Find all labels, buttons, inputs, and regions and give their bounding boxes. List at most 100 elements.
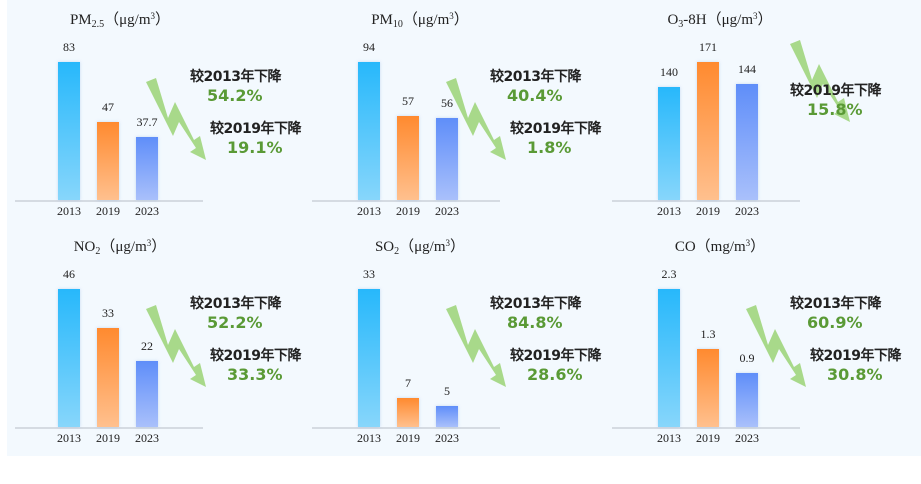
chart-title: CO（mg/m3）	[600, 235, 840, 256]
chart-panel-pm10: PM10（μg/m3） 94 2013 57 2019 56 2023 较2013年下降 40.…	[300, 0, 601, 225]
decline-arrow-icon	[746, 305, 806, 387]
chart-panel-o3: O3-8H（μg/m3） 140 2013 171 2019 144 2023 较2019年下…	[600, 0, 900, 225]
pollutant-name: SO	[374, 239, 395, 255]
bar-2013[interactable]	[658, 87, 680, 200]
comparison-label: 较2013年下降	[490, 296, 581, 312]
unit-suffix: ）	[450, 239, 466, 255]
bar-2019[interactable]	[97, 121, 119, 200]
unit-prefix: （mg/m	[695, 239, 746, 255]
pollutant-name: NO	[73, 239, 96, 255]
unit-prefix: （μg/m	[706, 12, 754, 28]
x-tick-label-2013: 2013	[357, 204, 381, 218]
x-tick-label-2023: 2023	[735, 431, 759, 445]
pollutant-suffix: -8H	[683, 12, 707, 28]
data-label-2013: 140	[660, 65, 678, 80]
unit-suffix: ）	[750, 239, 766, 255]
x-tick-label-2023: 2023	[135, 204, 159, 218]
comparison-label: 较2013年下降	[490, 69, 581, 85]
x-axis-baseline	[15, 427, 203, 429]
x-tick-label-2019: 2019	[696, 431, 720, 445]
decline-percent: 1.8%	[527, 138, 572, 157]
decline-percent: 15.8%	[807, 100, 863, 119]
pollutant-subscript: 2.5	[91, 19, 105, 30]
bar-2013[interactable]	[58, 62, 80, 200]
figure-background	[7, 0, 921, 456]
decline-arrow-shape	[790, 40, 850, 122]
data-label-2019: 57	[402, 94, 414, 109]
comparison-label: 较2019年下降	[810, 348, 901, 364]
bar-2013[interactable]	[58, 289, 80, 427]
data-label-2019: 7	[405, 375, 411, 390]
pollutant-name: PM	[69, 12, 92, 28]
x-tick-label-2013: 2013	[57, 204, 81, 218]
data-label-2019: 1.3	[700, 327, 716, 341]
bar-2019[interactable]	[697, 349, 719, 427]
bar-2019[interactable]	[397, 116, 419, 200]
unit-suffix: ）	[453, 12, 469, 28]
decline-percent: 28.6%	[527, 365, 583, 384]
comparison-label: 较2019年下降	[510, 121, 601, 137]
x-tick-label-2023: 2023	[435, 431, 459, 445]
data-label-2019: 171	[699, 40, 717, 54]
decline-arrow-shape	[446, 305, 506, 387]
bar-2013[interactable]	[358, 289, 380, 427]
decline-arrow-shape	[146, 305, 206, 387]
data-label-2013: 46	[63, 267, 75, 281]
chart-panel-co: CO（mg/m3） 2.3 2013 1.3 2019 0.9 2023 较2013年下降 60…	[600, 227, 901, 452]
unit-prefix: （μg/m	[104, 12, 151, 28]
pollutant-subscript: 2	[95, 246, 101, 257]
bar-2019[interactable]	[97, 328, 119, 427]
data-label-2023: 5	[444, 384, 450, 399]
decline-percent: 52.2%	[207, 313, 263, 332]
data-label-2019: 33	[102, 306, 114, 320]
decline-arrow-shape	[446, 78, 506, 160]
pollutant-subscript: 3	[678, 19, 684, 30]
bar-2019[interactable]	[697, 62, 719, 200]
decline-arrow-icon	[790, 40, 850, 122]
bar-2013[interactable]	[658, 289, 680, 427]
x-tick-label-2019: 2019	[396, 204, 420, 218]
pollutant-subscript: 10	[392, 19, 403, 30]
decline-percent: 54.2%	[207, 86, 263, 105]
x-tick-label-2023: 2023	[735, 204, 759, 218]
chart-panel-so2: SO2（μg/m3） 33 2013 7 2019 5 2023 较2013年下降 84.8% 较…	[300, 227, 601, 452]
unit-suffix: ）	[757, 12, 773, 28]
bar-2023[interactable]	[736, 83, 758, 200]
unit-prefix: （μg/m	[399, 239, 446, 255]
unit-prefix: （μg/m	[100, 239, 147, 255]
chart-panel-pm2.5: PM2.5（μg/m3） 83 2013 47 2019 37.7 2023 较2013年下降…	[0, 0, 301, 225]
bar-2023[interactable]	[436, 406, 458, 427]
x-tick-label-2013: 2013	[657, 431, 681, 445]
chart-panel-no2: NO2（μg/m3） 46 2013 33 2019 22 2023 较2013年下降 52.2…	[0, 227, 301, 452]
x-tick-label-2023: 2023	[435, 204, 459, 218]
comparison-label: 较2013年下降	[190, 69, 281, 85]
unit-suffix: ）	[151, 239, 167, 255]
data-label-2013: 83	[63, 40, 75, 54]
data-label-2013: 94	[363, 40, 375, 54]
decline-percent: 30.8%	[827, 365, 883, 384]
unit-superscript: 3	[445, 238, 451, 248]
data-label-2019: 47	[102, 99, 114, 114]
decline-percent: 40.4%	[507, 86, 563, 105]
bar-2023[interactable]	[736, 373, 758, 427]
x-tick-label-2023: 2023	[135, 431, 159, 445]
comparison-label: 较2019年下降	[510, 348, 601, 364]
x-tick-label-2013: 2013	[57, 431, 81, 445]
decline-arrow-shape	[146, 78, 206, 160]
bar-2023[interactable]	[136, 361, 158, 427]
pollutant-name: O	[667, 12, 679, 28]
data-label-2023: 0.9	[739, 351, 755, 365]
bar-2023[interactable]	[136, 137, 158, 200]
chart-title: O3-8H（μg/m3）	[600, 8, 840, 30]
decline-arrow-icon	[146, 78, 206, 160]
x-axis-baseline	[612, 427, 800, 429]
bar-2013[interactable]	[358, 62, 380, 200]
chart-title: SO2（μg/m3）	[300, 235, 540, 257]
comparison-label: 较2019年下降	[210, 348, 301, 364]
comparison-label: 较2019年下降	[790, 83, 881, 99]
bar-2019[interactable]	[397, 397, 419, 427]
bar-2023[interactable]	[436, 117, 458, 200]
x-tick-label-2019: 2019	[96, 431, 120, 445]
unit-prefix: （μg/m	[402, 12, 450, 28]
data-label-2023: 56	[441, 95, 453, 110]
